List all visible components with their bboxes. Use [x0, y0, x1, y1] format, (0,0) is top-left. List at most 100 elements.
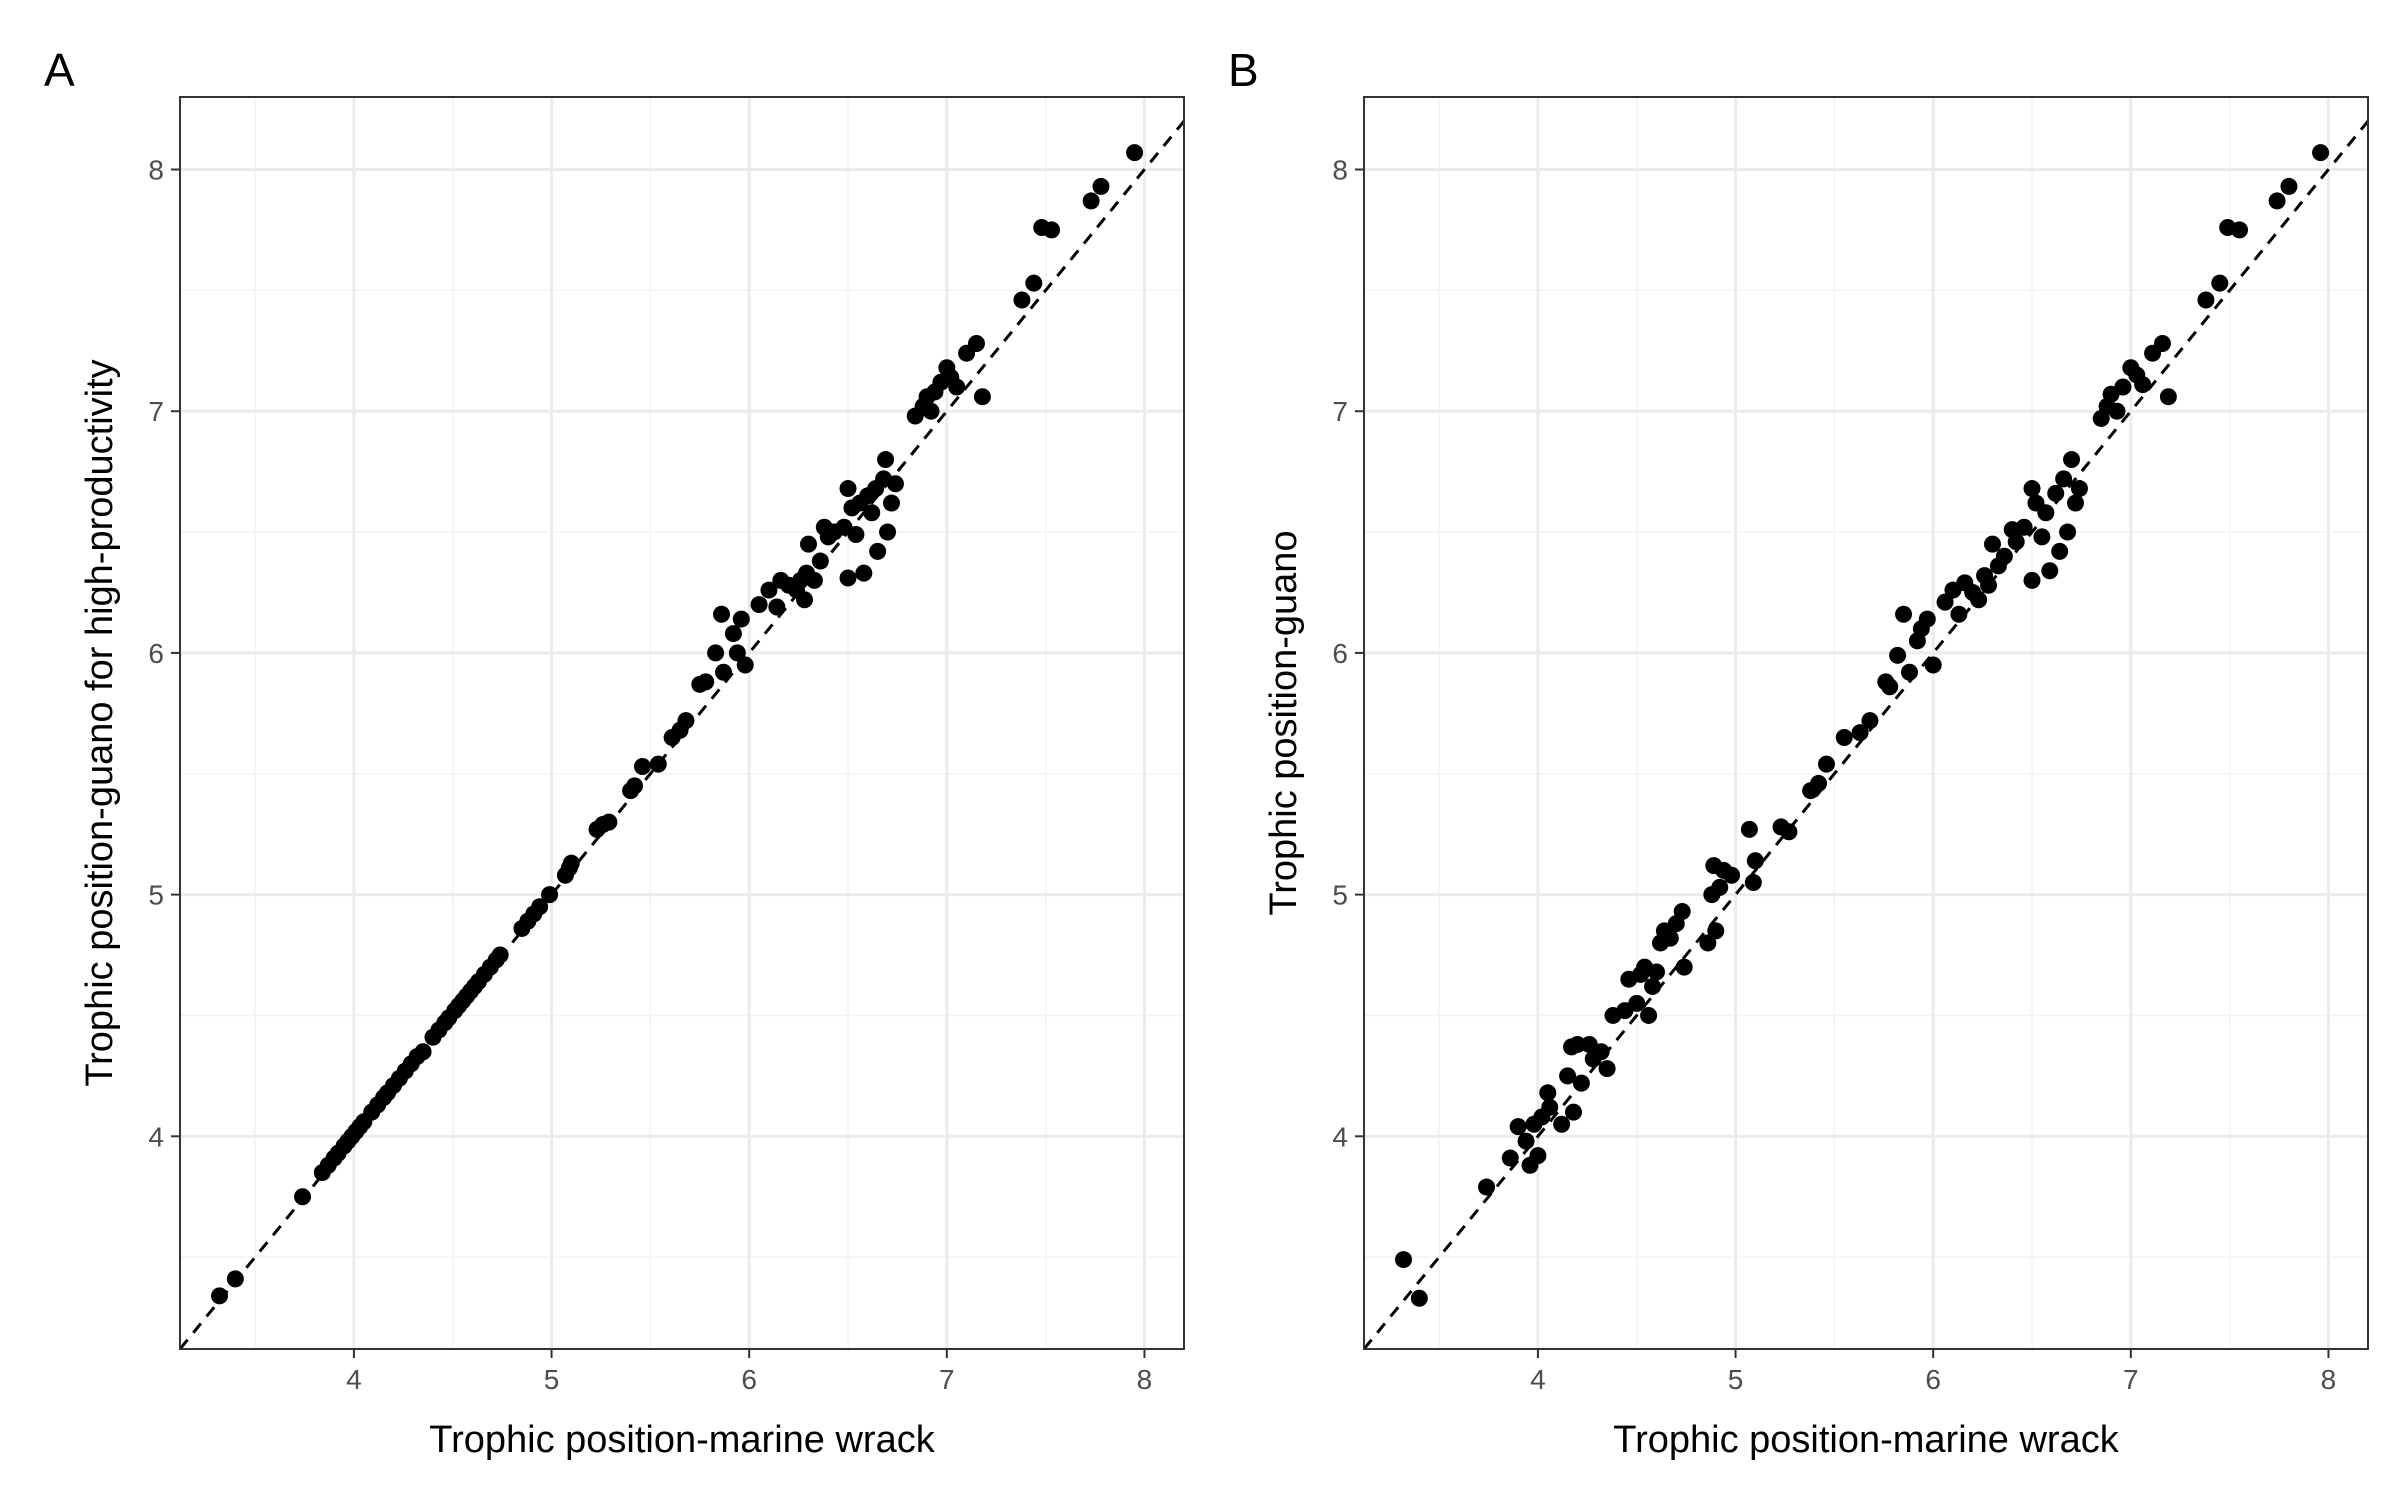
- data-point: [886, 475, 904, 493]
- data-point: [1648, 963, 1666, 981]
- data-point: [2023, 480, 2041, 498]
- data-point: [869, 542, 887, 560]
- data-point: [1835, 729, 1853, 747]
- data-point: [2114, 378, 2132, 396]
- data-point: [877, 451, 895, 469]
- axis-ticks-b: 4 5 6 7 8 4 5 6 7 8: [1332, 155, 2336, 1395]
- data-point: [728, 644, 746, 662]
- data-point: [1881, 678, 1899, 696]
- data-point: [1640, 1006, 1658, 1024]
- data-point: [1509, 1118, 1527, 1136]
- data-point: [1541, 1098, 1559, 1116]
- data-point: [796, 591, 814, 609]
- data-point: [805, 571, 823, 589]
- data-point: [1900, 663, 1918, 681]
- data-point: [1539, 1084, 1557, 1102]
- data-point: [1043, 221, 1061, 239]
- y-tick-label: 5: [148, 880, 164, 911]
- data-point: [1025, 274, 1043, 292]
- data-point: [2108, 402, 2126, 420]
- data-point: [973, 388, 991, 406]
- x-axis-title-b: Trophic position-marine wrack: [1613, 1419, 2119, 1461]
- data-point: [1780, 823, 1798, 841]
- data-point: [863, 504, 881, 522]
- data-point: [1395, 1251, 1413, 1269]
- x-tick-label: 8: [2321, 1364, 2337, 1395]
- data-point: [1568, 1035, 1586, 1053]
- data-point: [1699, 934, 1717, 952]
- y-tick-label: 8: [148, 155, 164, 186]
- x-tick-label: 7: [939, 1364, 955, 1395]
- data-point: [1995, 547, 2013, 565]
- data-point: [1592, 1043, 1610, 1061]
- x-tick-label: 6: [741, 1364, 757, 1395]
- data-point: [1810, 774, 1828, 792]
- data-point: [626, 777, 644, 795]
- data-point: [1529, 1147, 1547, 1165]
- data-point: [2134, 376, 2152, 394]
- data-point: [1598, 1060, 1616, 1078]
- data-points-b: [1395, 144, 2330, 1307]
- y-tick-label: 4: [1332, 1121, 1348, 1152]
- panel-b: B 4 5 6 7 8 4 5 6 7 8 Trophic position-marine wra…: [1228, 44, 2370, 1461]
- data-point: [1564, 1103, 1582, 1121]
- data-point: [1744, 874, 1762, 892]
- data-point: [2041, 562, 2059, 580]
- y-axis-title-b: Trophic position-guano: [1263, 530, 1305, 915]
- x-tick-label: 4: [1530, 1364, 1546, 1395]
- x-tick-label: 5: [544, 1364, 560, 1395]
- data-point: [967, 335, 985, 353]
- data-point: [760, 581, 778, 599]
- data-point: [294, 1188, 312, 1206]
- data-point: [839, 480, 857, 498]
- data-point: [562, 854, 580, 872]
- panel-label-a: A: [44, 44, 75, 96]
- data-point: [1553, 1115, 1571, 1133]
- data-point: [768, 598, 786, 616]
- data-point: [1723, 866, 1741, 884]
- data-point: [1983, 535, 2001, 553]
- data-point: [736, 656, 754, 674]
- data-point: [811, 552, 829, 570]
- data-point: [1628, 994, 1646, 1012]
- data-point: [2033, 528, 2051, 546]
- data-point: [948, 378, 966, 396]
- x-tick-label: 7: [2123, 1364, 2139, 1395]
- data-point: [732, 610, 750, 628]
- data-point: [879, 523, 897, 541]
- data-point: [2159, 388, 2177, 406]
- data-point: [2066, 494, 2084, 512]
- y-axis-title-a: Trophic position-guano for high-producti…: [79, 359, 121, 1086]
- data-point: [2047, 484, 2065, 502]
- data-point: [1980, 576, 1998, 594]
- y-tick-label: 8: [1332, 155, 1348, 186]
- data-point: [1924, 656, 1942, 674]
- y-tick-label: 6: [148, 638, 164, 669]
- data-point: [2268, 192, 2286, 210]
- data-point: [2059, 523, 2077, 541]
- data-point: [713, 605, 731, 623]
- data-point: [2037, 504, 2055, 522]
- data-point: [724, 625, 742, 643]
- data-point: [1126, 144, 1144, 162]
- data-point: [1501, 1149, 1519, 1167]
- x-tick-label: 8: [1137, 1364, 1153, 1395]
- data-point: [1572, 1074, 1590, 1092]
- data-point: [414, 1043, 432, 1061]
- data-point: [1092, 177, 1110, 195]
- data-point: [707, 644, 725, 662]
- data-point: [750, 596, 768, 614]
- data-point: [1950, 605, 1968, 623]
- data-point: [1675, 958, 1693, 976]
- data-point: [1082, 192, 1100, 210]
- axis-ticks-a: 4 5 6 7 8 4 5 6 7 8: [148, 155, 1152, 1395]
- data-point: [922, 402, 940, 420]
- data-point: [677, 712, 695, 730]
- y-tick-label: 4: [148, 1121, 164, 1152]
- panel-label-b: B: [1228, 44, 1259, 96]
- data-point: [2231, 221, 2249, 239]
- x-tick-label: 5: [1728, 1364, 1744, 1395]
- data-point: [2055, 470, 2073, 488]
- data-point: [531, 898, 549, 916]
- data-point: [2197, 291, 2215, 309]
